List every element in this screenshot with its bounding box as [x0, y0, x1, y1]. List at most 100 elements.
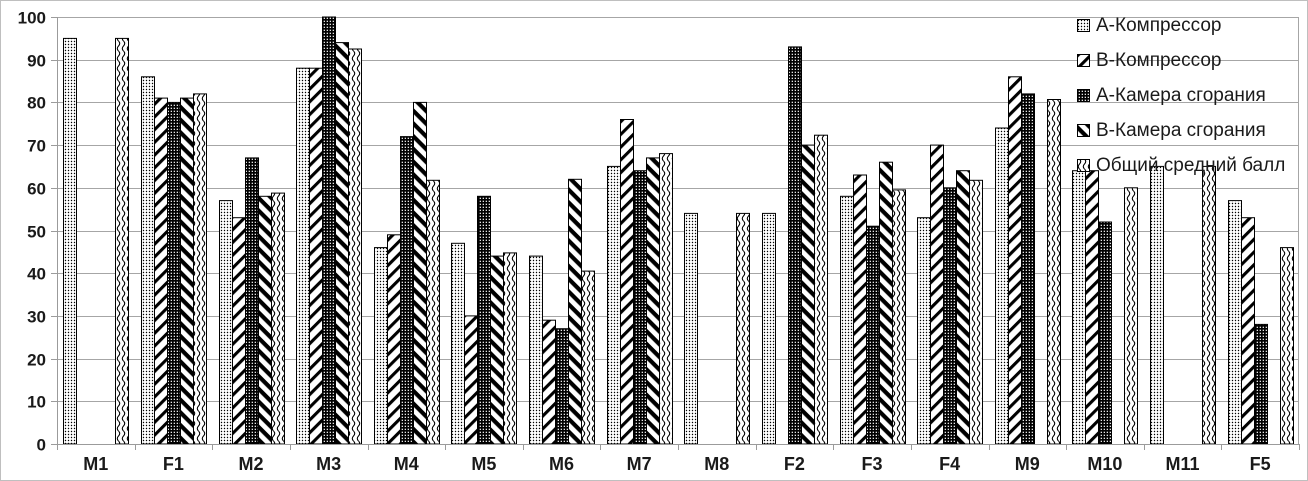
bar-M4-series-4: [426, 179, 440, 445]
x-axis-category-label: F3: [862, 454, 883, 474]
bar-F1-series-2: [167, 101, 181, 445]
bar-F5-series-2: [1254, 323, 1268, 445]
bar-M4-series-3: [413, 101, 427, 445]
x-axis-category-label: M3: [316, 454, 341, 474]
bar-M10-series-4: [1124, 187, 1138, 445]
x-axis-category-label: M1: [83, 454, 108, 474]
bar-M7-series-4: [659, 153, 673, 445]
bar-F1-series-1: [154, 97, 168, 445]
bar-M2-series-3: [258, 195, 272, 445]
legend-label: Общий средний балл: [1096, 155, 1286, 176]
bar-M6-series-2: [555, 328, 569, 445]
x-axis-category-label: M10: [1087, 454, 1122, 474]
bar-M3-series-4: [348, 48, 362, 445]
bar-F4-series-3: [956, 170, 970, 445]
legend-item-overall-average: Общий средний балл: [1077, 148, 1285, 183]
legend-item-b-compressor: В-Компрессор: [1077, 43, 1285, 78]
legend-item-a-combustion-chamber: А-Камера сгорания: [1077, 78, 1285, 113]
bar-F4-series-2: [943, 187, 957, 445]
bar-M4-series-1: [387, 234, 401, 445]
bar-M6-series-1: [542, 319, 556, 445]
y-axis-tick-label: 80: [27, 94, 46, 113]
bar-M7-series-3: [646, 157, 660, 445]
bar-M9-series-1: [1008, 76, 1022, 445]
legend-label: В-Компрессор: [1096, 50, 1222, 71]
x-axis-category-label: M7: [627, 454, 652, 474]
x-axis-category-label: M8: [704, 454, 729, 474]
legend-label: В-Камера сгорания: [1096, 120, 1266, 141]
bar-M2-series-1: [232, 217, 246, 445]
legend-swatch-fine-dots-icon: [1077, 19, 1090, 32]
bar-M2-series-2: [245, 157, 259, 445]
y-axis-tick-label: 30: [27, 308, 46, 327]
x-axis-category-label: M5: [471, 454, 496, 474]
bar-M5-series-2: [477, 195, 491, 445]
bar-M7-series-2: [633, 170, 647, 445]
legend-label: А-Камера сгорания: [1096, 85, 1266, 106]
legend-swatch-diagonal-up-icon: [1077, 54, 1090, 67]
legend-item-a-compressor: А-Компрессор: [1077, 8, 1285, 43]
x-axis-category-label: M2: [239, 454, 264, 474]
bar-M3-series-2: [322, 16, 336, 445]
bar-M5-series-1: [464, 315, 478, 445]
bar-F3-series-3: [879, 161, 893, 445]
bar-M1-series-0: [63, 37, 77, 445]
y-axis-tick-label: 100: [18, 9, 46, 28]
bar-M10-series-0: [1072, 170, 1086, 445]
legend-swatch-vertical-wave-icon: [1077, 159, 1090, 172]
y-axis-tick-label: 10: [27, 393, 46, 412]
bar-M2-series-4: [271, 192, 285, 445]
x-axis-category-label: M9: [1015, 454, 1040, 474]
bar-F1-series-4: [193, 93, 207, 445]
bar-M5-series-3: [490, 255, 504, 445]
bar-M9-series-0: [995, 127, 1009, 445]
bar-M11-series-0: [1150, 165, 1164, 445]
bar-F2-series-3: [801, 144, 815, 445]
x-axis-category-label: M4: [394, 454, 419, 474]
bar-F1-series-0: [141, 76, 155, 445]
bar-F4-series-1: [930, 144, 944, 445]
x-axis-category-label: F5: [1250, 454, 1271, 474]
bar-M4-series-0: [374, 247, 388, 445]
y-axis-tick-label: 0: [37, 436, 46, 455]
bar-M3-series-3: [335, 42, 349, 445]
legend-item-b-combustion-chamber: В-Камера сгорания: [1077, 113, 1285, 148]
y-axis-tick-label: 90: [27, 52, 46, 71]
x-axis-category-label: F1: [163, 454, 184, 474]
x-axis-category-label: M11: [1166, 454, 1200, 474]
y-axis-tick-label: 50: [27, 223, 46, 242]
bar-F3-series-1: [853, 174, 867, 445]
axis-layer: 0 10 20 30 40 50 60 70 80 90 100 M1 F1 M2 M3 M4 M5 M6 M7 M8…: [18, 9, 1300, 474]
x-axis-category-label: F2: [784, 454, 805, 474]
bar-F2-series-4: [814, 134, 828, 445]
y-axis-tick-label: 20: [27, 351, 46, 370]
bar-M4-series-2: [400, 136, 414, 445]
bar-F3-series-0: [840, 195, 854, 445]
bar-F3-series-4: [892, 189, 906, 445]
bar-M1-series-4: [115, 37, 129, 445]
bar-M9-series-4: [1047, 99, 1061, 445]
y-axis-tick-label: 40: [27, 265, 46, 284]
x-axis-category-label: M6: [549, 454, 574, 474]
y-axis-tick-label: 60: [27, 180, 46, 199]
bar-M2-series-0: [219, 200, 233, 445]
legend-label: А-Компрессор: [1096, 15, 1222, 36]
bar-M10-series-1: [1085, 170, 1099, 445]
legend-swatch-dense-grid-icon: [1077, 89, 1090, 102]
bar-M7-series-1: [620, 119, 634, 445]
bar-F2-series-0: [762, 212, 776, 445]
legend: А-Компрессор В-Компрессор А-Камера сгора…: [1077, 8, 1285, 183]
bar-M8-series-0: [684, 212, 698, 445]
bar-F2-series-2: [788, 46, 802, 445]
bar-M5-series-4: [503, 252, 517, 445]
bar-F3-series-2: [866, 225, 880, 445]
bar-F5-series-4: [1280, 247, 1294, 445]
y-axis-tick-label: 70: [27, 137, 46, 156]
bar-F4-series-4: [969, 179, 983, 445]
bar-F5-series-0: [1228, 200, 1242, 445]
bar-M6-series-0: [529, 255, 543, 445]
bar-M7-series-0: [607, 165, 621, 445]
bar-M3-series-1: [309, 67, 323, 445]
